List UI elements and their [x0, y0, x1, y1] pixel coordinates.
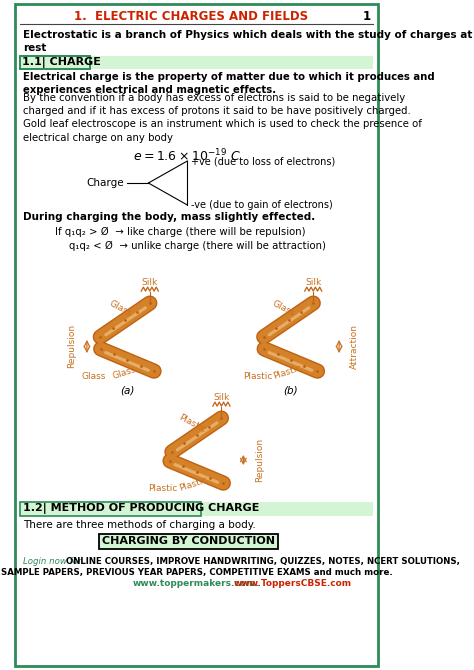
Text: Plastic: Plastic [243, 372, 272, 381]
Text: Glass: Glass [271, 299, 297, 318]
Text: Silk: Silk [213, 393, 229, 401]
Text: 1.2| METHOD OF PRODUCING CHARGE: 1.2| METHOD OF PRODUCING CHARGE [23, 503, 259, 515]
FancyBboxPatch shape [20, 502, 374, 516]
Text: 1.1| CHARGE: 1.1| CHARGE [22, 57, 101, 68]
Text: If q₁q₂ > Ø  → like charge (there will be repulsion): If q₁q₂ > Ø → like charge (there will be… [55, 227, 306, 237]
Text: Login now for: Login now for [23, 557, 84, 566]
Text: +ve (due to loss of electrons): +ve (due to loss of electrons) [191, 156, 336, 166]
Text: 1: 1 [363, 9, 371, 23]
Text: Repulsion: Repulsion [255, 438, 264, 482]
Text: Charge: Charge [86, 178, 124, 188]
Text: Silk: Silk [142, 277, 158, 287]
Text: $e = 1.6 \times 10^{-19}\ C$: $e = 1.6 \times 10^{-19}\ C$ [133, 148, 241, 165]
FancyBboxPatch shape [20, 56, 374, 69]
Text: Electrical charge is the property of matter due to which it produces and
experie: Electrical charge is the property of mat… [23, 72, 435, 95]
Text: Plastic: Plastic [177, 413, 207, 434]
Text: Glass: Glass [107, 299, 133, 318]
Text: ONLINE COURSES, IMPROVE HANDWRITING, QUIZZES, NOTES, NCERT SOLUTIONS,: ONLINE COURSES, IMPROVE HANDWRITING, QUI… [66, 557, 460, 566]
Text: (b): (b) [283, 385, 298, 395]
Text: Plastic: Plastic [178, 476, 209, 493]
Text: By the convention if a body has excess of electrons is said to be negatively
cha: By the convention if a body has excess o… [23, 93, 422, 143]
Text: Repulsion: Repulsion [67, 324, 76, 368]
Text: (a): (a) [120, 385, 135, 395]
Text: There are three methods of charging a body.: There are three methods of charging a bo… [23, 520, 256, 530]
Text: During charging the body, mass slightly effected.: During charging the body, mass slightly … [23, 212, 315, 222]
Text: Glass: Glass [82, 372, 106, 381]
FancyBboxPatch shape [15, 4, 378, 666]
Text: SAMPLE PAPERS, PREVIOUS YEAR PAPERS, COMPETITIVE EXAMS and much more.: SAMPLE PAPERS, PREVIOUS YEAR PAPERS, COM… [1, 568, 392, 577]
Text: Attraction: Attraction [350, 324, 359, 369]
Text: CHARGING BY CONDUCTION: CHARGING BY CONDUCTION [102, 537, 275, 547]
Text: Electrostatic is a branch of Physics which deals with the study of charges at
re: Electrostatic is a branch of Physics whi… [23, 30, 473, 53]
Text: 1.  ELECTRIC CHARGES AND FIELDS: 1. ELECTRIC CHARGES AND FIELDS [74, 9, 308, 23]
Text: q₁q₂ < Ø  → unlike charge (there will be attraction): q₁q₂ < Ø → unlike charge (there will be … [69, 241, 326, 251]
Text: www.ToppersCBSE.com: www.ToppersCBSE.com [234, 579, 352, 588]
Text: Glass: Glass [111, 364, 137, 381]
Text: Plastic: Plastic [148, 484, 177, 493]
Text: Plastic: Plastic [272, 364, 303, 381]
Text: Silk: Silk [305, 277, 321, 287]
FancyBboxPatch shape [20, 56, 90, 69]
Text: -ve (due to gain of electrons): -ve (due to gain of electrons) [191, 200, 333, 210]
Text: www.toppermakers.com.: www.toppermakers.com. [133, 579, 259, 588]
FancyBboxPatch shape [100, 534, 278, 549]
